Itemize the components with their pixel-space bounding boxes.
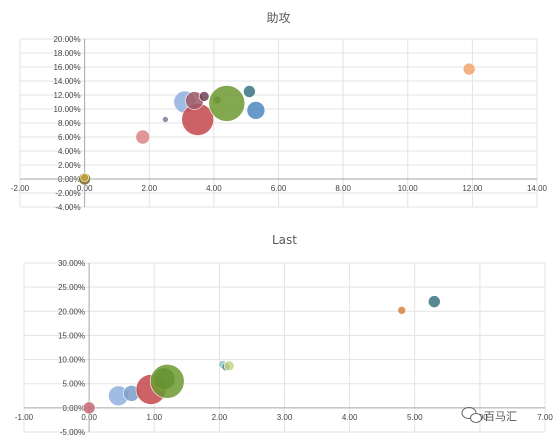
bubble-point xyxy=(462,62,476,76)
x-tick-label: 7.00 xyxy=(537,413,553,422)
y-tick-label: 5.00% xyxy=(62,380,85,389)
y-tick-label: 10.00% xyxy=(53,105,80,114)
x-tick-label: 4.00 xyxy=(206,184,222,193)
y-tick-label: 15.00% xyxy=(58,331,85,340)
y-tick-label: -4.00% xyxy=(55,203,80,212)
y-tick-label: 2.00% xyxy=(58,161,81,170)
x-tick-label: 2.00 xyxy=(141,184,157,193)
bubble-point xyxy=(246,101,266,120)
y-tick-label: 12.00% xyxy=(53,91,80,100)
bubble-point xyxy=(427,295,441,308)
x-tick-label: 10.00 xyxy=(398,184,419,193)
x-tick-label: 6.00 xyxy=(271,184,287,193)
y-tick-label: 20.00% xyxy=(53,35,80,44)
watermark: 百马汇 xyxy=(461,407,517,423)
y-tick-label: 25.00% xyxy=(58,283,85,292)
chart-title: Last xyxy=(272,233,297,247)
x-tick-label: 1.00 xyxy=(146,413,162,422)
x-tick-label: 14.00 xyxy=(527,184,548,193)
bubble-point xyxy=(208,85,246,122)
bubble-point xyxy=(149,363,185,399)
wechat-icon xyxy=(461,407,482,423)
y-tick-label: -2.00% xyxy=(55,189,80,198)
chart-title: 助攻 xyxy=(266,11,290,25)
chart-assists: 助攻 20.00% 18.00% 16.00% 14.00% 12.00% 10.00% 8.… xyxy=(11,11,548,212)
y-tick-label: 14.00% xyxy=(53,77,80,86)
x-tick-label: -2.00 xyxy=(11,184,30,193)
bubble-point xyxy=(162,116,169,123)
watermark-text: 百马汇 xyxy=(484,410,517,423)
x-tick-label: 12.00 xyxy=(462,184,483,193)
bubble-point xyxy=(397,306,407,315)
bubble-point xyxy=(135,129,151,145)
bubble-point xyxy=(198,91,210,102)
y-tick-label: 30.00% xyxy=(58,259,85,268)
bubble-point xyxy=(82,401,96,415)
y-tick-label: 8.00% xyxy=(58,119,81,128)
x-tick-label: 5.00 xyxy=(407,413,423,422)
y-tick-label: 18.00% xyxy=(53,49,80,58)
x-tick-label: -1.00 xyxy=(15,413,34,422)
y-tick-label: 6.00% xyxy=(58,133,81,142)
y-tick-label: 16.00% xyxy=(53,63,80,72)
y-tick-label: 4.00% xyxy=(58,147,81,156)
y-tick-label: -5.00% xyxy=(60,428,85,437)
x-tick-label: 4.00 xyxy=(342,413,358,422)
x-tick-label: 8.00 xyxy=(335,184,351,193)
x-tick-label: 3.00 xyxy=(277,413,293,422)
chart-last: Last30.00%25.00%20.00%15.00%10.00%5.00%0… xyxy=(15,233,553,437)
bubble-point xyxy=(223,360,235,372)
x-tick-label: 2.00 xyxy=(212,413,228,422)
bubble-point xyxy=(243,85,256,98)
bubble-point xyxy=(80,173,89,182)
y-tick-label: 20.00% xyxy=(58,307,85,316)
y-tick-label: 10.00% xyxy=(58,356,85,365)
